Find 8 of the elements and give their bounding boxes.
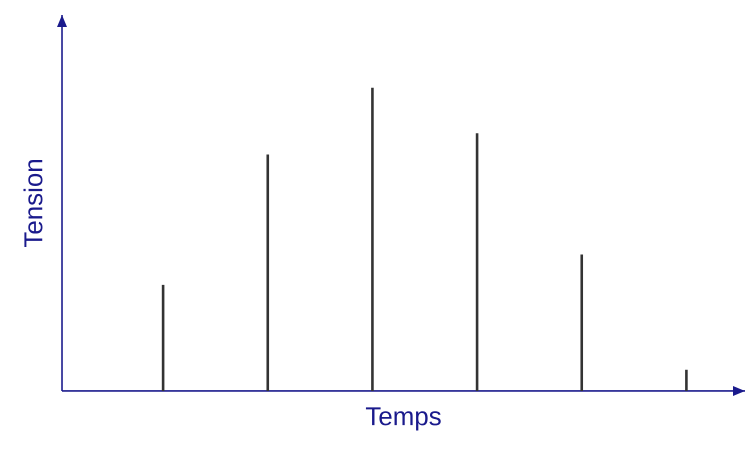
bar bbox=[580, 254, 584, 391]
bar bbox=[266, 154, 270, 391]
y-axis-title: Tension bbox=[23, 160, 42, 248]
bar bbox=[371, 88, 374, 391]
bar bbox=[476, 133, 478, 391]
bar bbox=[162, 284, 164, 391]
x-axis-title: Temps bbox=[366, 407, 441, 431]
bar bbox=[685, 370, 688, 391]
